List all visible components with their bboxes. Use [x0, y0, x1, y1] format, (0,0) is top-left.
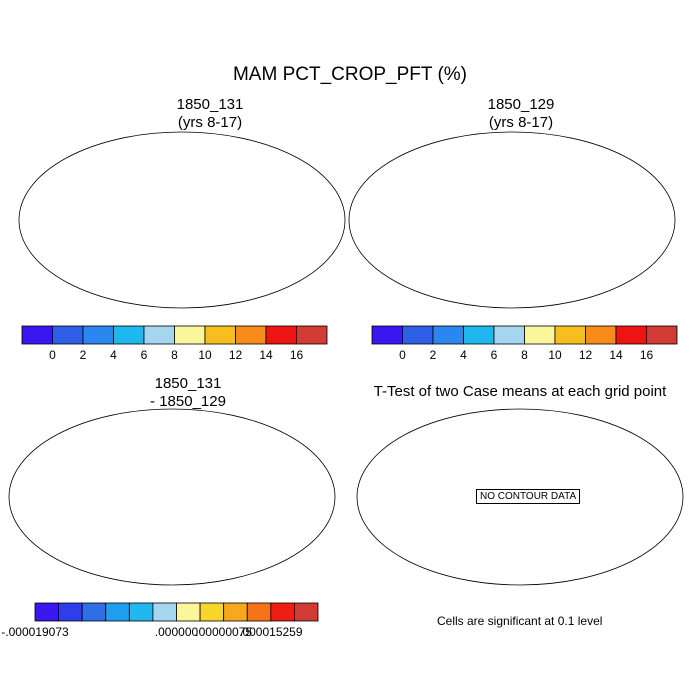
colorbar-swatch [128, 602, 154, 622]
panel-title-case2-line2: (yrs 8-17) [488, 114, 554, 131]
colorbar-case1: 0 2 4 6 8 10 12 14 16 [21, 325, 328, 362]
colorbar-swatch [223, 602, 248, 622]
colorbar-tick-label: 6 [141, 348, 148, 362]
panel-title-diff: 1850_131 - 1850_129 [68, 375, 308, 411]
colorbar-tick-label: .00000075 [195, 625, 252, 639]
colorbar-swatch [113, 325, 145, 345]
panel-title-case1: 1850_131 (yrs 8-17) [90, 96, 330, 132]
colorbar-tick-label: 16 [640, 348, 654, 362]
colorbar-tick-label: 14 [609, 348, 623, 362]
colorbar-swatch [204, 325, 236, 345]
colorbar-tick-label: 16 [290, 348, 304, 362]
figure-title: MAM PCT_CROP_PFT (%) [232, 64, 467, 85]
colorbar-swatch [152, 602, 177, 622]
colorbar-tick-label: 4 [110, 348, 117, 362]
colorbar-swatch [21, 325, 53, 345]
colorbar-tick-label: 2 [80, 348, 87, 362]
colorbar-swatch [81, 602, 107, 622]
colorbar-tick-label: 8 [171, 348, 178, 362]
colorbar-tick-label: 2 [430, 348, 437, 362]
colorbar-tick-label: 14 [259, 348, 273, 362]
colorbar-swatch [235, 325, 267, 345]
colorbar-swatch [463, 325, 495, 345]
map-panel-case1 [18, 131, 346, 309]
colorbar-swatch [554, 325, 586, 345]
colorbar-swatch [143, 325, 175, 345]
colorbar-tick-label: 12 [229, 348, 243, 362]
colorbar-swatch [371, 325, 403, 345]
panel-title-diff-line1: 1850_131 [154, 375, 222, 392]
map-panel-case2 [348, 131, 676, 309]
colorbar-tick-label: 0 [49, 348, 56, 362]
colorbar-swatch [34, 602, 59, 622]
panel-title-case1-line2: (yrs 8-17) [177, 114, 243, 131]
panel-title-case1-line1: 1850_131 [176, 96, 244, 113]
colorbar-tick-label: 8 [521, 348, 528, 362]
colorbar-swatch [402, 325, 434, 345]
colorbar-tick-label: 12 [579, 348, 593, 362]
colorbar-swatch [52, 325, 84, 345]
colorbar-swatch [58, 602, 83, 622]
colorbar-tick-label: 10 [198, 348, 212, 362]
colorbar-swatch [524, 325, 556, 345]
colorbar-swatch [270, 602, 295, 622]
colorbar-swatch [493, 325, 525, 345]
colorbar-tick-label: .000015259 [239, 625, 303, 639]
panel-title-ttest: T-Test of two Case means at each grid po… [373, 383, 667, 400]
panel-title-case2-line1: 1850_129 [487, 96, 555, 113]
colorbar-swatch [585, 325, 617, 345]
colorbar-tick-label: 10 [548, 348, 562, 362]
colorbar-swatch [432, 325, 464, 345]
colorbar-swatch [105, 602, 130, 622]
colorbar-swatch [82, 325, 114, 345]
colorbar-diff: -.000019073 .000000.00000075.000015259 [1, 602, 319, 639]
significance-note: Cells are significant at 0.1 level [437, 614, 603, 628]
colorbar-swatch [646, 325, 678, 345]
map-panel-diff [8, 408, 336, 586]
panel-title-diff-line2: - 1850_129 [150, 393, 226, 410]
colorbar-swatch [294, 602, 319, 622]
colorbar-swatch [615, 325, 647, 345]
colorbar-tick-label: -.000019073 [1, 625, 69, 639]
colorbar-swatch [176, 602, 201, 622]
colorbar-swatch [246, 602, 272, 622]
colorbar-tick-label: 0 [399, 348, 406, 362]
no-contour-data-label: NO CONTOUR DATA [476, 489, 581, 504]
colorbar-swatch [199, 602, 225, 622]
colorbar-swatch [265, 325, 297, 345]
colorbar-case2: 0 2 4 6 8 10 12 14 16 [371, 325, 678, 362]
colorbar-tick-label: .000000 [155, 625, 199, 639]
colorbar-tick-label: 6 [491, 348, 498, 362]
colorbar-swatch [174, 325, 206, 345]
panel-title-case2: 1850_129 (yrs 8-17) [401, 96, 641, 132]
colorbar-tick-label: 4 [460, 348, 467, 362]
colorbar-swatch [296, 325, 328, 345]
